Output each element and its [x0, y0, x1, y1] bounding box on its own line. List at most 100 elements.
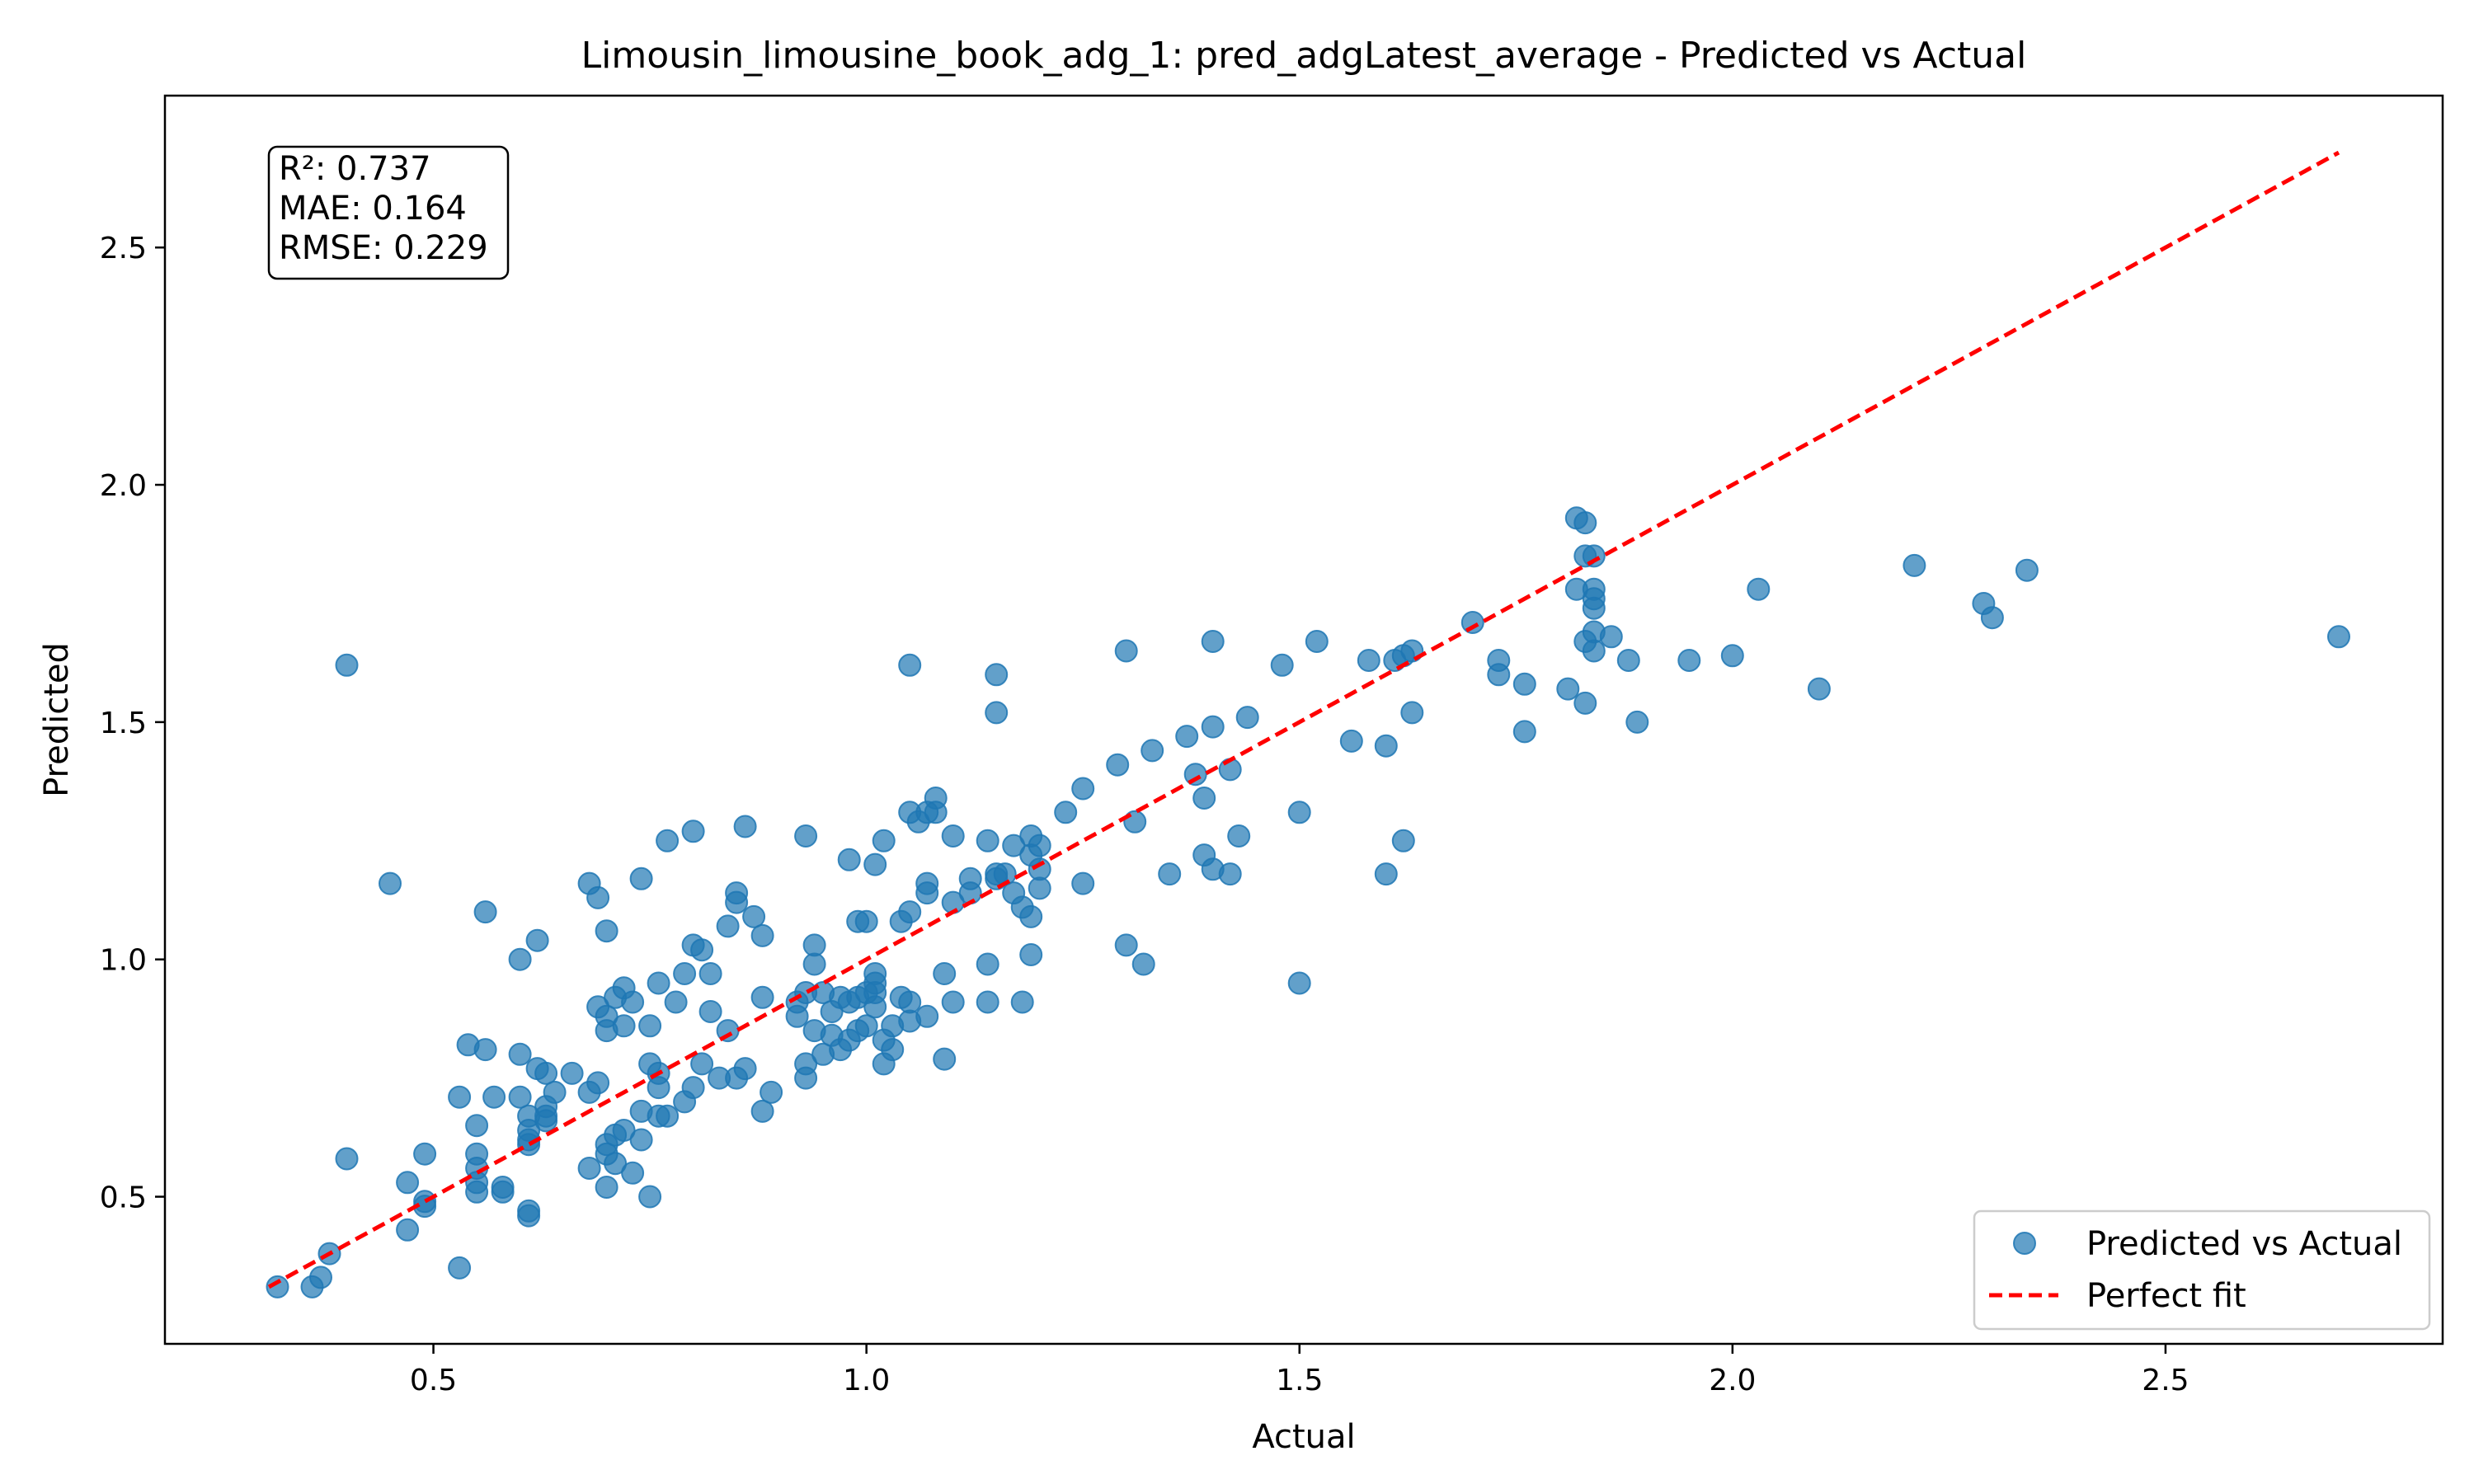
legend: Predicted vs Actual Perfect fit	[1973, 1209, 2431, 1331]
data-point	[448, 1256, 472, 1280]
data-point	[482, 1085, 506, 1109]
data-point	[517, 1204, 541, 1228]
data-point	[1287, 801, 1311, 824]
data-point	[1028, 834, 1051, 857]
legend-label-scatter: Predicted vs Actual	[2086, 1225, 2402, 1263]
data-point	[742, 904, 766, 928]
data-point	[1556, 677, 1580, 701]
data-point	[1028, 876, 1051, 900]
data-point	[638, 1014, 662, 1038]
legend-marker-scatter	[2013, 1232, 2036, 1255]
data-point	[612, 1014, 636, 1038]
data-point	[396, 1171, 420, 1195]
data-point	[976, 952, 999, 976]
data-point	[1019, 904, 1043, 928]
data-point	[465, 1114, 489, 1138]
data-point	[517, 1133, 541, 1157]
chart-title: Limousin_limousine_book_adg_1: pred_adgL…	[581, 35, 2027, 77]
data-point	[1071, 777, 1095, 801]
data-point	[1192, 787, 1216, 810]
x-tick-label: 1.0	[843, 1364, 890, 1397]
data-point	[664, 990, 688, 1014]
data-point	[1002, 834, 1026, 857]
data-point	[794, 1066, 818, 1090]
data-point	[1512, 672, 1536, 696]
perfect-fit-line	[267, 150, 2340, 1289]
data-point	[629, 866, 653, 890]
data-point	[1235, 706, 1259, 730]
data-point	[448, 1085, 472, 1109]
data-point	[1106, 753, 1130, 777]
data-point	[1201, 715, 1225, 739]
data-point	[976, 829, 999, 852]
legend-frame	[1973, 1209, 2431, 1331]
data-point	[1747, 577, 1771, 601]
data-point	[698, 962, 722, 985]
data-point	[656, 1104, 680, 1128]
stats-r2: R²: 0.737	[279, 150, 431, 188]
data-point	[604, 1152, 628, 1176]
data-point	[508, 1085, 532, 1109]
data-point	[413, 1142, 437, 1166]
data-point	[794, 824, 818, 848]
x-tick-label: 2.5	[2142, 1364, 2189, 1397]
data-point	[396, 1218, 420, 1242]
data-point	[1019, 943, 1043, 966]
data-point	[1114, 639, 1138, 663]
data-point	[924, 801, 948, 824]
x-axis-label: Actual	[1252, 1418, 1355, 1456]
data-point	[690, 1052, 714, 1076]
data-point	[1227, 824, 1251, 848]
data-point	[881, 1038, 905, 1062]
data-point	[543, 1080, 567, 1104]
data-point	[802, 933, 826, 957]
data-point	[1599, 625, 1623, 649]
y-tick-label: 2.0	[100, 469, 147, 503]
data-point	[1287, 971, 1311, 995]
data-point	[837, 848, 861, 871]
data-point	[586, 1071, 610, 1095]
data-point	[785, 1004, 809, 1028]
data-point	[1980, 606, 2004, 630]
data-point	[1270, 653, 1294, 677]
data-point	[266, 1275, 289, 1298]
data-point	[933, 1047, 957, 1071]
data-point	[985, 663, 1009, 687]
data-point	[1677, 649, 1701, 672]
data-point	[1131, 952, 1155, 976]
data-point	[863, 995, 887, 1019]
data-point	[612, 1119, 636, 1142]
data-point	[473, 900, 497, 924]
data-point	[725, 890, 749, 914]
data-point	[621, 990, 645, 1014]
data-point	[508, 947, 532, 971]
data-point	[985, 701, 1009, 725]
data-point	[1158, 862, 1182, 886]
data-point	[941, 824, 965, 848]
x-tick-label: 2.0	[1709, 1364, 1756, 1397]
data-point	[629, 1128, 653, 1152]
data-point	[1305, 630, 1329, 653]
data-point	[508, 1042, 532, 1066]
data-point	[915, 1004, 939, 1028]
data-point	[681, 819, 705, 843]
y-tick-label: 1.5	[100, 707, 147, 740]
data-point	[1357, 649, 1380, 672]
data-point	[1487, 649, 1511, 672]
data-point	[690, 938, 714, 962]
data-point	[525, 928, 549, 952]
data-point	[698, 1000, 722, 1023]
data-point	[750, 923, 774, 947]
data-point	[1625, 710, 1649, 734]
data-point	[1400, 701, 1424, 725]
data-point	[1114, 933, 1138, 957]
data-point	[577, 1157, 601, 1180]
data-point	[586, 885, 610, 909]
data-point	[750, 1099, 774, 1123]
y-tick-label: 1.0	[100, 944, 147, 978]
data-point	[1141, 739, 1164, 763]
data-point	[309, 1266, 332, 1289]
data-point	[638, 1185, 662, 1209]
stats-box: R²: 0.737 MAE: 0.164 RMSE: 0.229	[267, 145, 510, 280]
data-point	[491, 1176, 515, 1199]
